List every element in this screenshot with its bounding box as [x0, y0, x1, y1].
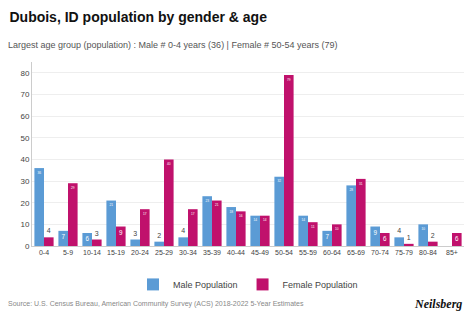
svg-text:0: 0	[25, 242, 30, 251]
svg-text:4: 4	[47, 227, 51, 234]
svg-text:7: 7	[325, 233, 329, 240]
svg-text:65-69: 65-69	[347, 249, 365, 256]
svg-text:21: 21	[109, 203, 113, 207]
svg-text:5-9: 5-9	[63, 249, 73, 256]
svg-text:7: 7	[61, 233, 65, 240]
svg-text:4: 4	[397, 227, 401, 234]
svg-text:30-34: 30-34	[179, 249, 197, 256]
svg-text:0-4: 0-4	[39, 249, 49, 256]
svg-text:40-44: 40-44	[227, 249, 245, 256]
svg-text:75-79: 75-79	[395, 249, 413, 256]
svg-text:40: 40	[167, 162, 171, 166]
svg-text:80: 80	[20, 69, 29, 78]
svg-text:6: 6	[85, 235, 89, 242]
svg-text:79: 79	[287, 78, 291, 82]
svg-text:10: 10	[335, 227, 339, 231]
svg-text:31: 31	[359, 182, 363, 186]
svg-text:10-14: 10-14	[83, 249, 101, 256]
svg-text:40: 40	[20, 155, 29, 164]
svg-text:23: 23	[205, 199, 209, 203]
svg-text:18: 18	[229, 210, 233, 214]
svg-text:10: 10	[421, 227, 425, 231]
svg-text:Neilsberg: Neilsberg	[414, 297, 462, 311]
svg-text:14: 14	[253, 218, 257, 222]
svg-text:25-29: 25-29	[155, 249, 173, 256]
svg-text:20: 20	[20, 199, 29, 208]
svg-text:4: 4	[181, 227, 185, 234]
svg-text:Dubois, ID population by gende: Dubois, ID population by gender & age	[9, 9, 267, 25]
svg-text:Female Population: Female Population	[283, 280, 358, 290]
svg-text:21: 21	[215, 203, 219, 207]
svg-text:14: 14	[301, 218, 305, 222]
svg-text:6: 6	[383, 235, 387, 242]
svg-text:Largest age group (population): Largest age group (population) : Male # …	[8, 40, 338, 50]
svg-text:29: 29	[71, 186, 75, 190]
svg-text:11: 11	[311, 225, 315, 229]
svg-text:60: 60	[20, 112, 29, 121]
svg-text:17: 17	[191, 212, 195, 216]
svg-text:6: 6	[455, 235, 459, 242]
svg-text:50-54: 50-54	[275, 249, 293, 256]
svg-text:Male Population: Male Population	[173, 280, 238, 290]
svg-text:50: 50	[20, 134, 29, 143]
svg-text:28: 28	[349, 188, 353, 192]
svg-text:80-84: 80-84	[419, 249, 437, 256]
svg-text:10: 10	[20, 220, 29, 229]
svg-text:35-39: 35-39	[203, 249, 221, 256]
svg-text:Source: U.S. Census Bureau, Am: Source: U.S. Census Bureau, American Com…	[8, 300, 304, 308]
svg-text:2: 2	[157, 232, 161, 239]
svg-text:85+: 85+	[446, 249, 458, 256]
svg-text:16: 16	[239, 214, 243, 218]
svg-text:17: 17	[143, 212, 147, 216]
svg-text:14: 14	[263, 218, 267, 222]
svg-text:1: 1	[407, 234, 411, 241]
svg-text:20-24: 20-24	[131, 249, 149, 256]
svg-text:9: 9	[119, 229, 123, 236]
svg-text:70: 70	[20, 90, 29, 99]
svg-text:32: 32	[277, 179, 281, 183]
svg-text:55-59: 55-59	[299, 249, 317, 256]
svg-text:30: 30	[20, 177, 29, 186]
svg-text:2: 2	[431, 232, 435, 239]
svg-text:3: 3	[95, 230, 99, 237]
svg-text:36: 36	[37, 171, 41, 175]
svg-text:9: 9	[373, 229, 377, 236]
svg-text:70-74: 70-74	[371, 249, 389, 256]
svg-text:15-19: 15-19	[107, 249, 125, 256]
svg-text:45-49: 45-49	[251, 249, 269, 256]
svg-text:60-64: 60-64	[323, 249, 341, 256]
svg-text:3: 3	[133, 230, 137, 237]
